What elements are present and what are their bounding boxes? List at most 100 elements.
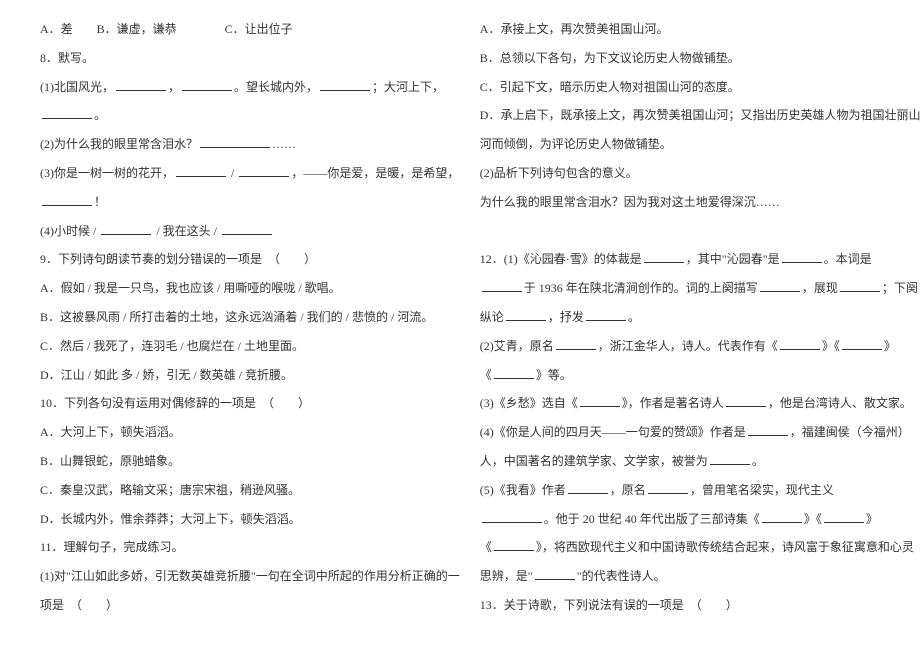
- text: 》，作者是著名诗人: [622, 396, 724, 410]
- text: (2)为什么我的眼里常含泪水？: [40, 137, 198, 151]
- blank: [842, 336, 882, 350]
- text-line: 8．默写。: [40, 44, 460, 73]
- text: 》: [866, 512, 878, 526]
- text-line: 11．理解句子，完成练习。: [40, 533, 460, 562]
- blank: [840, 278, 880, 292]
- blank: [42, 192, 92, 206]
- text-line: (2)品析下列诗句包含的意义。: [480, 159, 920, 188]
- text: 12．(1)《沁园春·雪》的体裁是: [480, 252, 642, 266]
- text-line: ！: [40, 188, 460, 217]
- text-line: (3)《乡愁》选自《 》，作者是著名诗人 ，他是台湾诗人、散文家。: [480, 389, 920, 418]
- text-line: (2)为什么我的眼里常含泪水？ ……: [40, 130, 460, 159]
- text: 。本词是: [824, 252, 872, 266]
- blank: [824, 509, 864, 523]
- text-line: A．大河上下，顿失滔滔。: [40, 418, 460, 447]
- blank: [580, 393, 620, 407]
- text-line: C．然后 / 我死了，连羽毛 / 也腐烂在 / 土地里面。: [40, 332, 460, 361]
- blank: [494, 537, 534, 551]
- text: 《: [480, 540, 492, 554]
- blank: [748, 422, 788, 436]
- blank: [116, 77, 166, 91]
- blank: [176, 163, 226, 177]
- text: ；下阕: [882, 281, 918, 295]
- blank: [644, 249, 684, 263]
- text: 纵论: [480, 310, 504, 324]
- text: 。: [752, 454, 764, 468]
- text-line: 纵论，抒发。: [480, 303, 920, 332]
- text: 思辨，是": [480, 569, 533, 583]
- text: /: [228, 166, 237, 180]
- blank: [482, 509, 542, 523]
- text: (5)《我看》作者: [480, 483, 566, 497]
- text-line: 项是 （ ）: [40, 591, 460, 620]
- blank: [200, 134, 270, 148]
- text: 》等。: [536, 368, 572, 382]
- text-line: 人，中国著名的建筑学家、文学家，被誉为 。: [480, 447, 920, 476]
- text-line: A．假如 / 我是一只鸟，我也应该 / 用嘶哑的喉咙 / 歌唱。: [40, 274, 460, 303]
- text-line: [480, 217, 920, 246]
- text-line: A．差 B．谦虚，谦恭 C．让出位子: [40, 15, 460, 44]
- text: 》《: [822, 339, 840, 353]
- text: 。: [94, 108, 106, 122]
- text-line: C．秦皇汉武，略输文采；唐宗宋祖，稍逊风骚。: [40, 476, 460, 505]
- blank: [782, 249, 822, 263]
- text-line: B．总领以下各句，为下文议论历史人物做铺垫。: [480, 44, 920, 73]
- blank: [320, 77, 370, 91]
- text-line: 河而倾倒，为评论历史人物做铺垫。: [480, 130, 920, 159]
- text-line: C．引起下文，暗示历史人物对祖国山河的态度。: [480, 73, 920, 102]
- text: (4)《你是人间的四月天——一句爱的赞颂》作者是: [480, 425, 746, 439]
- text: ，他是台湾诗人、散文家。: [768, 396, 912, 410]
- text-line: D．长城内外，惟余莽莽；大河上下，顿失滔滔。: [40, 505, 460, 534]
- text: ！: [94, 195, 106, 209]
- blank: [762, 509, 802, 523]
- blank: [568, 480, 608, 494]
- text-line: (1)对"江山如此多娇，引无数英雄竞折腰"一句在全词中所起的作用分析正确的一: [40, 562, 460, 591]
- text-line: 10．下列各句没有运用对偶修辞的一项是 （ ）: [40, 389, 460, 418]
- text: ，展现: [802, 281, 838, 295]
- text: 。望长城内外，: [234, 80, 318, 94]
- text: 于 1936 年在陕北清涧创作的。词的上阕描写: [524, 281, 758, 295]
- blank: [586, 307, 626, 321]
- text-line: 思辨，是""的代表性诗人。: [480, 562, 920, 591]
- text-line: 9．下列诗句朗读节奏的划分错误的一项是 （ ）: [40, 245, 460, 274]
- text: / 我在这头 /: [153, 224, 220, 238]
- text: 《: [480, 368, 492, 382]
- blank: [482, 278, 522, 292]
- text: (2)艾青，原名: [480, 339, 554, 353]
- text-line: (3)你是一树一树的花开， / ，——你是爱，是暖，是希望，: [40, 159, 460, 188]
- text-line: (4)小时候 / / 我在这头 /: [40, 217, 460, 246]
- text-line: B．这被暴风雨 / 所打击着的土地，这永远汹涌着 / 我们的 / 悲愤的 / 河…: [40, 303, 460, 332]
- text-line: 《 》，将西欧现代主义和中国诗歌传统结合起来，诗风富于象征寓意和心灵: [480, 533, 920, 562]
- text: ，曾用笔名梁实，现代主义: [690, 483, 834, 497]
- text: 》，将西欧现代主义和中国诗歌传统结合起来，诗风富于象征寓意和心灵: [536, 540, 914, 554]
- text: ，原名: [610, 483, 646, 497]
- text-line: (1)北国风光， ， 。望长城内外， ；大河上下，: [40, 73, 460, 102]
- text: ，其中"沁园春"是: [686, 252, 780, 266]
- text: (3)你是一树一树的花开，: [40, 166, 174, 180]
- text-line: (4)《你是人间的四月天——一句爱的赞颂》作者是，福建闽侯（今福州）: [480, 418, 920, 447]
- blank: [726, 393, 766, 407]
- text: 。他于 20 世纪 40 年代出版了三部诗集《: [544, 512, 760, 526]
- blank: [494, 365, 534, 379]
- text: ，: [168, 80, 180, 94]
- text-line: B．山舞银蛇，原驰蜡象。: [40, 447, 460, 476]
- text-line: 于 1936 年在陕北清涧创作的。词的上阕描写 ，展现 ；下阕: [480, 274, 920, 303]
- text-line: (2)艾青，原名 ，浙江金华人，诗人。代表作有《 》《 》: [480, 332, 920, 361]
- text: (1)北国风光，: [40, 80, 114, 94]
- blank: [556, 336, 596, 350]
- text-line: 12．(1)《沁园春·雪》的体裁是 ，其中"沁园春"是 。本词是: [480, 245, 920, 274]
- text: ；大河上下，: [372, 80, 444, 94]
- text: (3)《乡愁》选自《: [480, 396, 578, 410]
- text: ，——你是爱，是暖，是希望，: [291, 166, 459, 180]
- right-column: A．承接上文，再次赞美祖国山河。 B．总领以下各句，为下文议论历史人物做铺垫。 …: [470, 15, 920, 635]
- text-line: D．承上启下，既承接上文，再次赞美祖国山河；又指出历史英雄人物为祖国壮丽山: [480, 101, 920, 130]
- text: ，浙江金华人，诗人。代表作有《: [598, 339, 778, 353]
- text: 》: [884, 339, 896, 353]
- text-line: A．承接上文，再次赞美祖国山河。: [480, 15, 920, 44]
- text: ……: [272, 137, 296, 151]
- text-line: 。: [40, 101, 460, 130]
- text: 人，中国著名的建筑学家、文学家，被誉为: [480, 454, 708, 468]
- blank: [182, 77, 232, 91]
- text: 。: [628, 310, 640, 324]
- blank: [222, 221, 272, 235]
